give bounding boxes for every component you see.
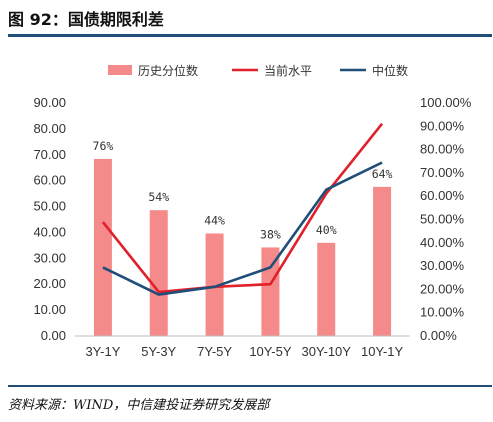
- legend-label: 当前水平: [264, 63, 312, 78]
- legend-label: 历史分位数: [138, 63, 198, 78]
- figure-title: 图 92：国债期限利差: [8, 10, 164, 29]
- right-tick-label: 10.00%: [420, 305, 465, 320]
- data-label-7Y-5Y: 44%: [204, 213, 225, 227]
- right-tick-label: 80.00%: [420, 142, 465, 157]
- data-labels: 76% 54% 44% 38% 40% 64%: [93, 139, 393, 242]
- bar-5Y-3Y: [149, 210, 168, 336]
- source-note: 资料来源：WIND，中信建投证券研究发展部: [8, 398, 270, 413]
- source-rule: [8, 385, 492, 387]
- left-tick-label: 30.00: [33, 250, 66, 265]
- x-tick-label: 30Y-10Y: [302, 344, 352, 359]
- left-tick-label: 70.00: [33, 147, 66, 162]
- left-tick-label: 0.00: [41, 328, 66, 343]
- right-tick-label: 60.00%: [420, 188, 465, 203]
- right-tick-label: 70.00%: [420, 165, 465, 180]
- title-rule: [8, 34, 492, 37]
- data-label-10Y-1Y: 64%: [372, 167, 393, 181]
- left-tick-label: 90.00: [33, 95, 66, 110]
- bar-30Y-10Y: [317, 242, 336, 336]
- x-tick-label: 5Y-3Y: [141, 344, 176, 359]
- left-tick-label: 10.00: [33, 302, 66, 317]
- left-tick-label: 50.00: [33, 199, 66, 214]
- right-tick-label: 20.00%: [420, 281, 465, 296]
- data-label-10Y-5Y: 38%: [260, 227, 281, 241]
- line-series-1: [101, 122, 384, 294]
- left-tick-label: 80.00: [33, 121, 66, 136]
- data-label-3Y-1Y: 76%: [93, 139, 114, 153]
- bar-10Y-1Y: [373, 186, 392, 336]
- right-tick-label: 90.00%: [420, 118, 465, 133]
- line-series: [101, 122, 384, 296]
- x-tick-label: 7Y-5Y: [197, 344, 232, 359]
- bar-7Y-5Y: [205, 233, 224, 336]
- x-tick-label: 10Y-5Y: [249, 344, 291, 359]
- data-label-30Y-10Y: 40%: [316, 223, 337, 237]
- chart-legend: 历史分位数 当前水平 中位数: [108, 63, 408, 78]
- chart: 历史分位数 当前水平 中位数 0.00 10.00 20.00 30.00 40.00 50.…: [33, 63, 471, 359]
- legend-swatch-bar: [108, 65, 132, 75]
- chart-axes: 0.00 10.00 20.00 30.00 40.00 50.00 60.00 70.00 8…: [33, 95, 471, 359]
- x-tick-label: 3Y-1Y: [85, 344, 120, 359]
- left-tick-label: 60.00: [33, 173, 66, 188]
- legend-label: 中位数: [372, 63, 408, 78]
- left-tick-label: 20.00: [33, 276, 66, 291]
- right-tick-label: 40.00%: [420, 235, 465, 250]
- bar-3Y-1Y: [93, 158, 112, 336]
- right-tick-label: 50.00%: [420, 212, 465, 227]
- right-tick-label: 0.00%: [420, 328, 457, 343]
- line-series-2: [102, 161, 383, 296]
- right-tick-label: 100.00%: [420, 95, 472, 110]
- right-tick-label: 30.00%: [420, 258, 465, 273]
- bar-series: [93, 158, 392, 336]
- x-tick-label: 10Y-1Y: [361, 344, 403, 359]
- data-label-5Y-3Y: 54%: [148, 190, 169, 204]
- left-tick-label: 40.00: [33, 224, 66, 239]
